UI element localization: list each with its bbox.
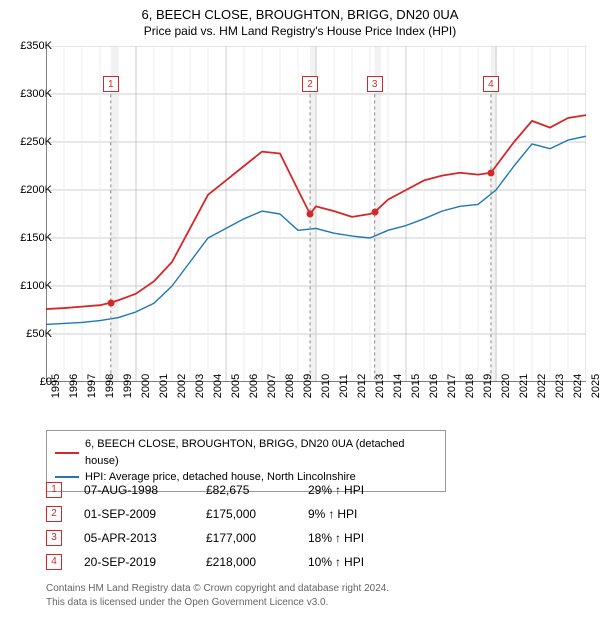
x-axis-tick-label: 2001 (158, 374, 170, 398)
sale-pct: 10% (308, 555, 332, 569)
sale-vs-label: HPI (337, 507, 357, 521)
sale-price: £175,000 (206, 507, 286, 521)
arrow-up-icon: ↑ (335, 531, 341, 545)
sale-row: 3 05-APR-2013 £177,000 18%↑HPI (46, 526, 398, 550)
x-axis-tick-label: 2011 (338, 374, 350, 398)
sale-dot (107, 299, 114, 306)
y-axis-tick-label: £100K (20, 280, 52, 292)
y-axis-tick-label: £250K (20, 136, 52, 148)
sale-date: 07-AUG-1998 (84, 483, 184, 497)
legend-item: 6, BEECH CLOSE, BROUGHTON, BRIGG, DN20 0… (55, 436, 437, 469)
x-axis-tick-label: 2022 (536, 374, 548, 398)
sale-vs-label: HPI (344, 555, 364, 569)
y-axis-tick-label: £350K (20, 40, 52, 52)
sale-marker-3: 3 (367, 76, 383, 92)
x-axis-tick-label: 2019 (482, 374, 494, 398)
arrow-up-icon: ↑ (328, 507, 334, 521)
chart-svg (46, 46, 586, 382)
sale-pct: 18% (308, 531, 332, 545)
sale-price: £218,000 (206, 555, 286, 569)
sale-row: 4 20-SEP-2019 £218,000 10%↑HPI (46, 550, 398, 574)
x-axis-tick-label: 2002 (176, 374, 188, 398)
sale-date: 20-SEP-2019 (84, 555, 184, 569)
sale-row: 2 01-SEP-2009 £175,000 9%↑HPI (46, 502, 398, 526)
arrow-up-icon: ↑ (335, 555, 341, 569)
chart-plot-area: 1 2 3 4 (46, 46, 586, 382)
sale-marker-4: 4 (483, 76, 499, 92)
x-axis-tick-label: 2004 (212, 374, 224, 398)
x-axis-tick-label: 2014 (392, 374, 404, 398)
x-axis-tick-label: 2023 (554, 374, 566, 398)
sale-dot (307, 211, 314, 218)
sale-marker-2: 2 (302, 76, 318, 92)
sale-row-marker: 4 (46, 554, 62, 570)
x-axis-tick-label: 2000 (140, 374, 152, 398)
x-axis-tick-label: 1998 (104, 374, 116, 398)
x-axis-tick-label: 2013 (374, 374, 386, 398)
sale-vs-label: HPI (344, 483, 364, 497)
x-axis-tick-label: 2005 (230, 374, 242, 398)
sale-vs-label: HPI (344, 531, 364, 545)
footer-attribution: Contains HM Land Registry data © Crown c… (46, 582, 389, 610)
x-axis-tick-label: 2025 (590, 374, 600, 398)
x-axis-tick-label: 1997 (86, 374, 98, 398)
x-axis-tick-label: 2017 (446, 374, 458, 398)
sale-row-marker: 2 (46, 506, 62, 522)
sale-dot (487, 169, 494, 176)
x-axis-tick-label: 2021 (518, 374, 530, 398)
sale-row-marker: 1 (46, 482, 62, 498)
x-axis-tick-label: 2003 (194, 374, 206, 398)
chart-container: 6, BEECH CLOSE, BROUGHTON, BRIGG, DN20 0… (0, 0, 600, 620)
arrow-up-icon: ↑ (335, 483, 341, 497)
sale-pct: 9% (308, 507, 325, 521)
sale-date: 01-SEP-2009 (84, 507, 184, 521)
x-axis-tick-label: 1995 (50, 374, 62, 398)
x-axis-tick-label: 2010 (320, 374, 332, 398)
y-axis-tick-label: £300K (20, 88, 52, 100)
sale-marker-1: 1 (103, 76, 119, 92)
x-axis-tick-label: 2018 (464, 374, 476, 398)
legend-label: 6, BEECH CLOSE, BROUGHTON, BRIGG, DN20 0… (85, 436, 437, 469)
sale-diff: 10%↑HPI (308, 555, 398, 569)
x-axis-tick-label: 2020 (500, 374, 512, 398)
footer-line-1: Contains HM Land Registry data © Crown c… (46, 582, 389, 596)
y-axis-tick-label: £50K (26, 328, 52, 340)
sales-table: 107-AUG-1998£82,67529%↑HPI201-SEP-2009£1… (46, 478, 398, 574)
sale-price: £177,000 (206, 531, 286, 545)
sale-diff: 9%↑HPI (308, 507, 398, 521)
sale-diff: 29%↑HPI (308, 483, 398, 497)
sale-pct: 29% (308, 483, 332, 497)
sale-price: £82,675 (206, 483, 286, 497)
legend-swatch (55, 452, 79, 454)
x-axis-tick-label: 2008 (284, 374, 296, 398)
x-axis-tick-label: 2006 (248, 374, 260, 398)
x-axis-tick-label: 2016 (428, 374, 440, 398)
sale-row: 1 07-AUG-1998 £82,675 29%↑HPI (46, 478, 398, 502)
x-axis-tick-label: 2007 (266, 374, 278, 398)
footer-line-2: This data is licensed under the Open Gov… (46, 596, 389, 610)
x-axis-tick-label: 2015 (410, 374, 422, 398)
chart-subtitle: Price paid vs. HM Land Registry's House … (0, 24, 600, 42)
x-axis-tick-label: 2012 (356, 374, 368, 398)
sale-date: 05-APR-2013 (84, 531, 184, 545)
sale-row-marker: 3 (46, 530, 62, 546)
x-axis-tick-label: 2009 (302, 374, 314, 398)
x-axis-tick-label: 1999 (122, 374, 134, 398)
chart-title: 6, BEECH CLOSE, BROUGHTON, BRIGG, DN20 0… (0, 0, 600, 24)
sale-dot (371, 209, 378, 216)
x-axis-tick-label: 2024 (572, 374, 584, 398)
y-axis-tick-label: £150K (20, 232, 52, 244)
x-axis-tick-label: 1996 (68, 374, 80, 398)
y-axis-tick-label: £200K (20, 184, 52, 196)
sale-diff: 18%↑HPI (308, 531, 398, 545)
